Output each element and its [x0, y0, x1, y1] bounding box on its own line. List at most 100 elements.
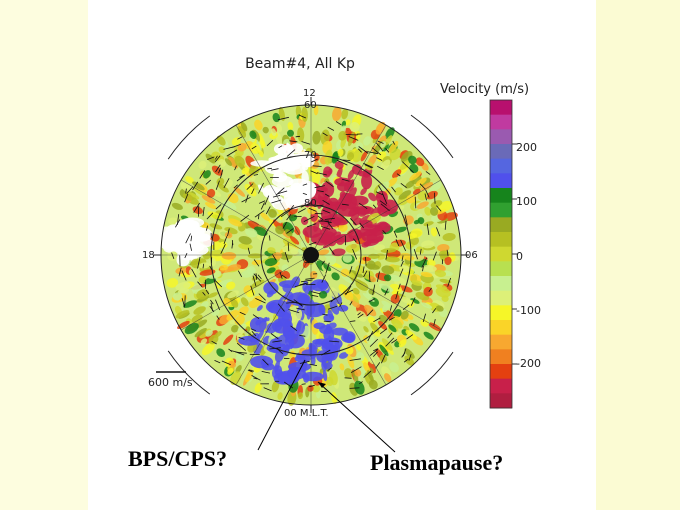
velocity-cell [388, 140, 399, 154]
velocity-cell [439, 278, 452, 284]
flow-vector [215, 299, 221, 311]
velocity-cell [300, 240, 308, 249]
velocity-cell [365, 263, 380, 270]
velocity-cell [226, 281, 236, 290]
velocity-cell [400, 310, 409, 320]
velocity-cell [192, 206, 203, 215]
latitude-label-80: 80 [304, 198, 317, 209]
velocity-region-cell [337, 304, 349, 312]
flow-vector [215, 164, 221, 173]
flow-vector [300, 202, 312, 208]
colorbar-tick-minus-100: -100 [516, 304, 541, 317]
velocity-cell [384, 373, 392, 383]
velocity-cell [398, 190, 412, 200]
flow-vector [342, 159, 351, 161]
mlt-label-06: 06 [465, 250, 478, 261]
velocity-cell [366, 335, 375, 345]
velocity-cell [214, 331, 222, 338]
flow-vector [408, 354, 412, 361]
velocity-cell [347, 355, 355, 369]
colorbar-segment [490, 129, 512, 145]
flow-vector [214, 360, 221, 364]
flow-vector [363, 162, 374, 168]
velocity-region-cell [313, 191, 329, 204]
velocity-cell [282, 245, 299, 256]
velocity-region-cell [273, 372, 293, 385]
flow-vector [270, 333, 279, 340]
flow-vector [296, 307, 305, 311]
velocity-cell [355, 265, 365, 275]
velocity-cell [394, 226, 407, 233]
flow-vector [214, 155, 221, 163]
velocity-cell [424, 206, 432, 216]
flow-vector [215, 204, 222, 210]
flow-vector [425, 171, 431, 175]
flow-vector [266, 140, 274, 147]
flow-vector [368, 298, 376, 303]
flow-vector [421, 257, 428, 268]
velocity-region-cell [288, 361, 311, 372]
velocity-cell [405, 329, 417, 340]
velocity-cell [356, 344, 362, 351]
velocity-cell [200, 338, 208, 345]
velocity-cell [241, 167, 250, 175]
flow-vector [271, 168, 279, 171]
velocity-cell [389, 362, 399, 373]
chart-title: Beam#4, All Kp [245, 56, 355, 72]
velocity-cell [404, 348, 415, 359]
velocity-cell [349, 122, 360, 132]
velocity-cell [430, 227, 438, 237]
velocity-cell [343, 368, 353, 379]
velocity-cell [216, 348, 226, 358]
velocity-region-cell [351, 164, 363, 175]
velocity-cell [339, 363, 345, 371]
flow-vector [317, 190, 324, 193]
velocity-cell [203, 277, 216, 285]
velocity-region-cell [331, 327, 348, 336]
velocity-cell [362, 256, 371, 262]
flow-vector [382, 193, 388, 204]
velocity-cell [322, 369, 328, 382]
flow-vector [299, 360, 310, 364]
velocity-cell [240, 121, 248, 132]
flow-vector [239, 174, 245, 178]
velocity-cell [186, 191, 200, 200]
velocity-cell [254, 119, 263, 131]
velocity-cell [375, 121, 386, 135]
velocity-cell [398, 339, 407, 348]
mlt-label-18: 18 [142, 250, 155, 261]
flow-vector [258, 182, 264, 194]
velocity-cell [384, 135, 393, 146]
velocity-cell [249, 130, 257, 140]
velocity-cell [326, 255, 337, 266]
flow-vector [310, 170, 318, 175]
vector-scale-label: 600 m/s [148, 376, 193, 389]
velocity-cell [345, 119, 351, 126]
velocity-cell [391, 318, 403, 329]
flow-vector [197, 281, 203, 288]
flow-vector [327, 126, 335, 131]
flow-vector [197, 256, 201, 269]
velocity-region-cell [337, 182, 349, 192]
velocity-cell [420, 271, 433, 278]
colorbar-segment [490, 158, 512, 174]
velocity-cell [409, 171, 422, 181]
flow-vector [278, 145, 283, 149]
velocity-cell [201, 195, 216, 204]
flow-vector [393, 230, 398, 238]
flow-vector [373, 351, 378, 357]
flow-vector [404, 214, 408, 226]
flow-vector [245, 194, 249, 203]
flow-vector [425, 189, 430, 198]
velocity-cell [363, 326, 369, 333]
flow-vector [271, 199, 282, 204]
velocity-cell [256, 234, 269, 242]
mlt-grid-line [310, 179, 442, 256]
flow-vector [358, 202, 368, 210]
colorbar-segment [490, 349, 512, 365]
flow-vector [226, 149, 238, 157]
flow-vector [202, 263, 205, 269]
flow-vector [290, 325, 298, 332]
velocity-cell [376, 181, 390, 194]
velocity-region-cell [263, 281, 279, 295]
